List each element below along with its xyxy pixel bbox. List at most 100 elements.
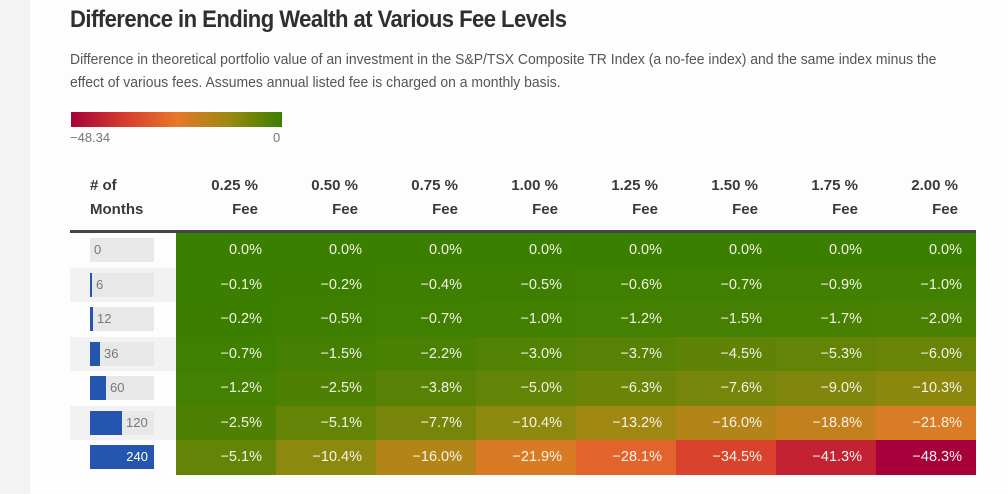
legend-min-label: −48.34 — [70, 130, 111, 145]
heatmap-cell: −21.8% — [876, 405, 976, 440]
fee-header-line2: Fee — [532, 201, 558, 218]
fee-header-line2: Fee — [332, 201, 358, 218]
months-bar-track: 120 — [90, 410, 154, 435]
heatmap-cell: −34.5% — [676, 440, 776, 475]
heatmap-cell: −2.5% — [276, 371, 376, 406]
months-bar-fill — [90, 272, 92, 297]
fee-header-line2: Fee — [732, 201, 758, 218]
fee-header-line2: Fee — [432, 201, 458, 218]
months-header-line2: Months — [90, 201, 144, 218]
fee-column-header: 1.75 % Fee — [776, 174, 876, 233]
months-bar-track: 12 — [90, 307, 154, 332]
heatmap-body: 0 0.0% 0.0% 0.0% 0.0% 0.0% 0.0% 0.0% 0.0% 6 −0.1% −… — [70, 231, 976, 475]
heatmap-cell: −0.2% — [176, 302, 276, 337]
months-bar-fill — [90, 410, 122, 435]
heatmap-cell: −3.8% — [376, 371, 476, 406]
months-bar-fill — [90, 341, 100, 366]
fee-header-line2: Fee — [632, 201, 658, 218]
heatmap-cell: −5.3% — [776, 336, 876, 371]
heatmap-cell: −4.5% — [676, 336, 776, 371]
heatmap-cell: −13.2% — [576, 405, 676, 440]
heatmap-cell: −5.0% — [476, 371, 576, 406]
heatmap-cell: 0.0% — [576, 231, 676, 268]
chart-page: Difference in Ending Wealth at Various F… — [30, 0, 1008, 494]
months-value: 12 — [97, 311, 112, 327]
heatmap-cell: −5.1% — [176, 440, 276, 475]
legend-max-label: 0 — [273, 130, 281, 145]
heatmap-cell: −10.3% — [876, 371, 976, 406]
months-value: 60 — [110, 380, 125, 396]
header-row: # of Months 0.25 % Fee 0.50 % Fee 0.75 % Fee 1… — [70, 174, 976, 233]
heatmap-cell: −0.1% — [176, 267, 276, 302]
months-bar-track: 36 — [90, 341, 154, 366]
heatmap-cell: −3.0% — [476, 336, 576, 371]
heatmap-cell: −1.5% — [676, 302, 776, 337]
fee-column-header: 0.25 % Fee — [176, 174, 276, 233]
months-bar-track: 240 — [90, 445, 154, 470]
months-cell: 240 — [70, 440, 176, 475]
months-value: 240 — [126, 449, 148, 465]
heatmap-cell: −2.0% — [876, 302, 976, 337]
table-row: 0 0.0% 0.0% 0.0% 0.0% 0.0% 0.0% 0.0% 0.0% — [70, 231, 976, 268]
fee-header-line1: 1.50 % — [711, 177, 758, 194]
heatmap-cell: −9.0% — [776, 371, 876, 406]
heatmap-cell: −48.3% — [876, 440, 976, 475]
heatmap-cell: −0.2% — [276, 267, 376, 302]
heatmap-cell: −10.4% — [276, 440, 376, 475]
fee-column-header: 1.00 % Fee — [476, 174, 576, 233]
fee-header-line1: 1.25 % — [611, 177, 658, 194]
table-row: 36 −0.7% −1.5% −2.2% −3.0% −3.7% −4.5% −5.3% −6.… — [70, 336, 976, 371]
fee-header-line1: 0.25 % — [211, 177, 258, 194]
months-bar-fill — [90, 307, 93, 332]
months-value: 120 — [126, 414, 148, 430]
heatmap-cell: 0.0% — [176, 231, 276, 268]
heatmap-cell: −21.9% — [476, 440, 576, 475]
months-cell: 60 — [70, 371, 176, 406]
table-row: 120 −2.5% −5.1% −7.7% −10.4% −13.2% −16.0% −18.… — [70, 405, 976, 440]
months-cell: 6 — [70, 267, 176, 302]
chart-title: Difference in Ending Wealth at Various F… — [70, 6, 567, 33]
fee-header-line2: Fee — [932, 201, 958, 218]
heatmap-cell: 0.0% — [276, 231, 376, 268]
months-cell: 36 — [70, 336, 176, 371]
heatmap-cell: −1.5% — [276, 336, 376, 371]
heatmap-cell: −2.2% — [376, 336, 476, 371]
heatmap-cell: −0.7% — [676, 267, 776, 302]
heatmap-cell: −2.5% — [176, 405, 276, 440]
heatmap-cell: −7.7% — [376, 405, 476, 440]
fee-column-header: 0.75 % Fee — [376, 174, 476, 233]
heatmap-cell: −10.4% — [476, 405, 576, 440]
table-row: 60 −1.2% −2.5% −3.8% −5.0% −6.3% −7.6% −9.0% −10… — [70, 371, 976, 406]
heatmap-cell: −1.2% — [576, 302, 676, 337]
months-value: 0 — [94, 242, 102, 258]
heatmap-cell: −1.2% — [176, 371, 276, 406]
months-cell: 120 — [70, 405, 176, 440]
heatmap-cell: −6.3% — [576, 371, 676, 406]
fee-header-line2: Fee — [232, 201, 258, 218]
heatmap-cell: −0.7% — [376, 302, 476, 337]
heatmap-cell: −1.7% — [776, 302, 876, 337]
months-header-line1: # of — [90, 177, 117, 194]
heatmap-table: # of Months 0.25 % Fee 0.50 % Fee 0.75 % Fee 1… — [70, 174, 976, 475]
fee-header-line1: 2.00 % — [911, 177, 958, 194]
heatmap-cell: −28.1% — [576, 440, 676, 475]
heatmap-cell: −0.5% — [276, 302, 376, 337]
heatmap-cell: −0.9% — [776, 267, 876, 302]
chart-subtitle: Difference in theoretical portfolio valu… — [70, 51, 937, 91]
heatmap-cell: 0.0% — [776, 231, 876, 268]
fee-header-line1: 1.75 % — [811, 177, 858, 194]
heatmap-cell: −1.0% — [476, 302, 576, 337]
months-bar-fill — [90, 376, 106, 401]
color-scale-legend — [71, 112, 282, 127]
heatmap-cell: −3.7% — [576, 336, 676, 371]
months-bar-track: 0 — [90, 238, 154, 263]
months-value: 6 — [96, 276, 104, 292]
fee-column-header: 1.50 % Fee — [676, 174, 776, 233]
fee-header-line1: 0.50 % — [311, 177, 358, 194]
heatmap-cell: −0.4% — [376, 267, 476, 302]
table-row: 6 −0.1% −0.2% −0.4% −0.5% −0.6% −0.7% −0.9% −1.0… — [70, 267, 976, 302]
heatmap-cell: −16.0% — [376, 440, 476, 475]
heatmap-cell: 0.0% — [876, 231, 976, 268]
table-row: 12 −0.2% −0.5% −0.7% −1.0% −1.2% −1.5% −1.7% −2.… — [70, 302, 976, 337]
months-cell: 0 — [70, 232, 176, 268]
